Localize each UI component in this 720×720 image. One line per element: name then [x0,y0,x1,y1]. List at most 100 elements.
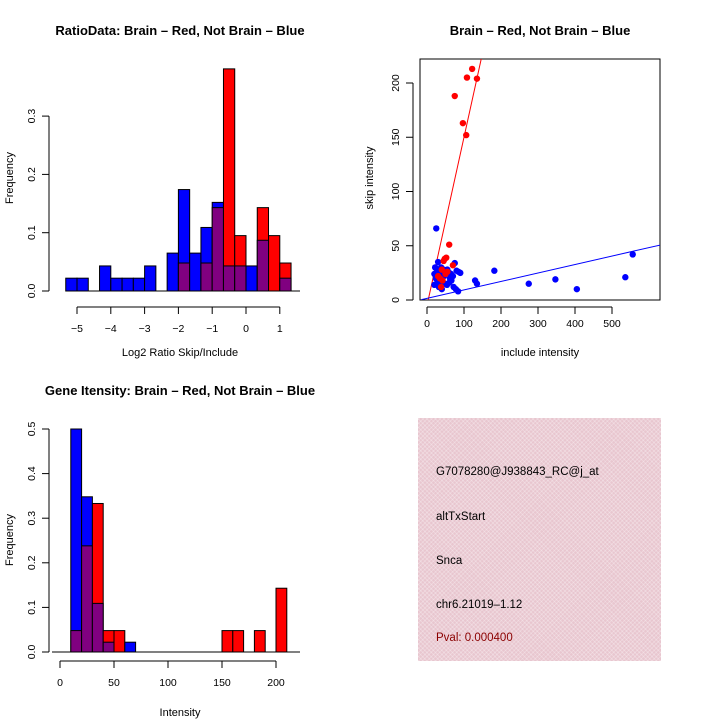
ratio-bar-overlap [222,265,236,292]
intensity-x-tick-label: 50 [108,677,120,689]
notbrain-point [491,267,498,274]
scatter-x-tick-label: 300 [529,318,547,330]
brain-point [449,262,457,269]
ratio-x-tick-label: −4 [105,323,117,335]
ratio-bar-brain [222,68,236,292]
notbrain-point [622,274,629,281]
notbrain-point [433,225,440,232]
scatter-title: Brain – Red, Not Brain – Blue [450,23,631,38]
notbrain-point [446,275,454,282]
intensity-y-tick-label: 0.3 [26,511,38,526]
ratio-bar-overlap [211,207,224,292]
ratio-bar-overlap [234,265,247,292]
intensity-y-tick-label: 0.5 [26,422,38,437]
ratio-bar-notbrain [65,277,78,292]
ratio-histogram-ylabel: Frequency [4,152,16,204]
scatter-ylabel: skip intensity [364,146,376,209]
p-value: Pval: 0.000400 [436,632,513,644]
intensity-histogram-ylabel: Frequency [4,514,16,566]
notbrain-point [471,277,479,284]
brain-point [451,92,458,100]
scatter-xlabel: include intensity [501,347,580,359]
ratio-bar-notbrain [245,265,258,292]
intensity-histogram: Gene Itensity: Brain – Red, Not Brain – … [4,383,315,719]
scatter-y-tick-label: 50 [390,240,402,252]
intensity-scatter: Brain – Red, Not Brain – Blue 0 100 200 300… [364,23,661,359]
brain-point [473,75,481,82]
ratio-x-tick-label: 1 [277,323,283,335]
ratio-x-tick-label: −1 [206,323,218,335]
genomic-location: chr6.21019–1.12 [436,599,523,611]
brain-fit-line [427,59,482,300]
scatter-y-tick-label: 150 [390,128,402,146]
probe-id: G7078280@J938843_RC@j_at [436,466,599,478]
ratio-x-tick-label: −5 [71,323,83,335]
notbrain-point [434,258,442,266]
ratio-bar-notbrain [144,265,157,292]
brain-point [459,119,467,127]
brain-point [468,65,476,73]
ratio-bar-notbrain [76,277,89,292]
ratio-bar-notbrain [110,277,123,292]
notbrain-fit-line [421,244,660,300]
intensity-bar-brain [232,630,245,653]
scatter-x-tick-label: 0 [424,318,430,330]
ratio-histogram-title: RatioData: Brain – Red, Not Brain – Blue [55,23,304,38]
ratio-histogram-xlabel: Log2 Ratio Skip/Include [122,347,238,359]
ratio-bar-notbrain [189,252,202,292]
ratio-bar-notbrain [166,252,179,292]
intensity-bar-brain [253,630,266,653]
gene-name: Snca [436,555,463,567]
intensity-bar-overlap [91,602,104,653]
scatter-y-tick-label: 100 [390,183,402,201]
notbrain-point [573,285,581,293]
scatter-x-tick-label: 400 [566,318,584,330]
notbrain-point [629,251,636,258]
intensity-histogram-xlabel: Intensity [160,707,201,719]
notbrain-point [454,288,462,295]
ratio-x-tick-label: −2 [172,323,184,335]
ratio-x-tick-label: 0 [243,323,249,335]
ratio-bar-overlap [200,262,213,292]
notbrain-point [457,269,464,277]
event-type: altTxStart [436,511,486,523]
ratio-bar-brain [268,235,281,292]
intensity-bar-notbrain [70,428,83,653]
scatter-y-tick-label: 200 [390,74,402,92]
intensity-bar-brain [275,587,288,653]
notbrain-point [552,276,559,283]
ratio-y-tick-label: 0.1 [26,225,38,240]
intensity-x-tick-label: 200 [267,677,285,689]
intensity-bar-brain [113,630,126,653]
ratio-bar-notbrain [99,265,112,292]
intensity-y-tick-label: 0.2 [26,555,38,570]
probe-info-panel: G7078280@J938843_RC@j_at altTxStart Snca… [418,418,661,661]
intensity-x-tick-label: 0 [57,677,63,689]
notbrain-point [433,280,440,287]
ratio-bar-overlap [279,277,292,292]
intensity-bar-overlap [102,641,115,653]
notbrain-point [525,280,532,287]
intensity-bar-notbrain [124,641,137,653]
intensity-histogram-title: Gene Itensity: Brain – Red, Not Brain – … [45,383,315,398]
intensity-y-tick-label: 0.4 [26,466,38,481]
brain-point [440,257,447,265]
brain-point [437,283,445,291]
ratio-y-tick-label: 0.3 [26,109,38,124]
ratio-bar-overlap [256,239,270,292]
scatter-plot-box [419,58,661,301]
intensity-x-tick-label: 100 [159,677,177,689]
ratio-y-tick-label: 0.2 [26,167,38,182]
scatter-x-tick-label: 200 [492,318,510,330]
brain-point [463,131,470,139]
brain-point [439,277,446,284]
scatter-y-tick-label: 0 [390,297,402,303]
intensity-x-tick-label: 150 [213,677,231,689]
intensity-y-tick-label: 0.1 [26,600,38,615]
brain-point [438,266,445,273]
intensity-y-tick-label: 0.0 [26,645,38,660]
brain-point [463,74,471,81]
intensity-bar-brain [221,630,234,653]
brain-point [446,241,453,248]
ratio-bar-notbrain [121,277,134,292]
